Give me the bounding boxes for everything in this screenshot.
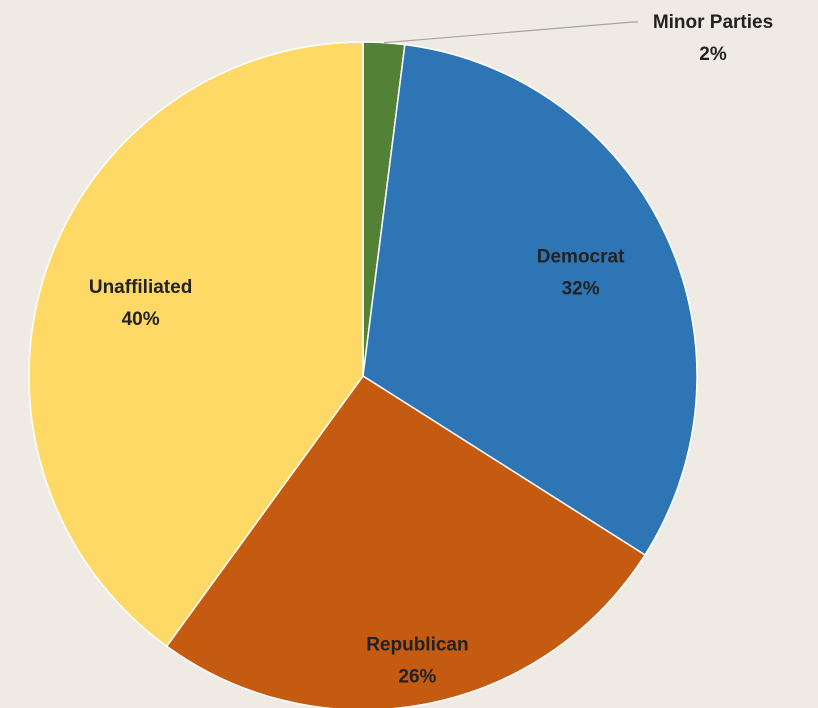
leader-line-minor-parties <box>383 21 638 44</box>
slice-label-percent-unaffiliated: 40% <box>122 309 160 330</box>
labels-layer: Minor Parties 2% Democrat 32% Republican 26% U… <box>89 12 773 687</box>
slice-label-percent-republican: 26% <box>398 666 436 687</box>
slice-label-name-unaffiliated: Unaffiliated <box>89 277 192 298</box>
slice-label-percent-minor-parties: 2% <box>699 44 727 65</box>
pie-slice-unaffiliated <box>28 41 364 648</box>
pie-slice-democrat <box>362 43 698 557</box>
pie-slice-republican <box>165 374 647 708</box>
slices-layer <box>28 41 698 708</box>
slice-label-percent-democrat: 32% <box>562 279 600 300</box>
leader-lines-layer <box>383 21 638 44</box>
slice-label-name-republican: Republican <box>366 634 468 655</box>
slice-label-name-democrat: Democrat <box>537 247 625 268</box>
slice-label-name-minor-parties: Minor Parties <box>653 12 773 33</box>
